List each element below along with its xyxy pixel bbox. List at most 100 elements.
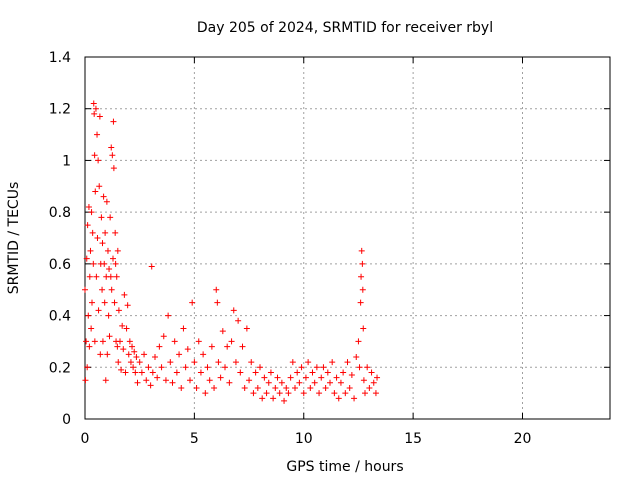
data-point	[95, 307, 102, 314]
data-point	[340, 369, 347, 376]
data-point	[331, 390, 338, 397]
data-point	[160, 333, 167, 340]
data-point	[91, 338, 98, 345]
data-point	[278, 379, 285, 386]
data-point	[324, 369, 331, 376]
data-point	[173, 369, 180, 376]
data-point	[257, 364, 263, 371]
data-point	[109, 152, 116, 159]
grid	[85, 57, 610, 419]
data-point	[232, 359, 239, 366]
data-point	[208, 343, 215, 350]
data-point	[272, 384, 279, 391]
data-point	[110, 255, 116, 262]
data-point	[197, 369, 204, 376]
data-point	[176, 351, 183, 358]
data-point	[110, 118, 117, 125]
data-point	[156, 343, 163, 350]
data-point	[123, 325, 130, 332]
y-tick-label: 0.4	[49, 309, 71, 325]
data-point	[96, 113, 103, 120]
data-point	[359, 286, 366, 293]
data-point	[246, 377, 253, 384]
data-point	[202, 390, 209, 397]
data-point	[119, 322, 126, 329]
data-point	[333, 374, 340, 381]
data-point	[364, 364, 371, 371]
data-point	[143, 377, 150, 384]
data-point	[372, 390, 379, 397]
data-point	[342, 390, 349, 397]
data-point	[95, 157, 102, 164]
data-point	[327, 379, 333, 386]
x-tick-label: 20	[514, 431, 532, 447]
data-point	[162, 377, 169, 384]
data-point	[270, 395, 277, 402]
data-point	[292, 384, 298, 391]
data-point	[154, 374, 161, 381]
data-point	[108, 144, 115, 151]
data-point	[348, 372, 355, 379]
data-point	[307, 384, 314, 391]
data-point	[129, 343, 136, 350]
data-point	[228, 338, 235, 345]
data-point	[86, 273, 93, 280]
data-point	[235, 317, 242, 324]
data-point	[136, 359, 143, 366]
data-point	[252, 369, 259, 376]
data-point	[285, 390, 292, 397]
data-point	[193, 384, 200, 391]
data-point	[87, 247, 94, 254]
data-point	[138, 369, 145, 376]
data-point	[88, 325, 95, 332]
data-point	[180, 325, 187, 332]
data-point	[359, 260, 366, 267]
data-point	[94, 235, 101, 241]
data-point	[114, 247, 121, 254]
data-point	[239, 343, 246, 350]
data-point	[261, 374, 268, 381]
data-point	[360, 377, 367, 384]
data-point	[99, 338, 106, 345]
data-point	[115, 359, 122, 366]
data-point	[103, 198, 110, 205]
data-point	[230, 307, 237, 314]
data-point	[189, 299, 196, 306]
data-point	[84, 364, 91, 371]
data-point	[171, 338, 178, 345]
data-point	[100, 193, 107, 200]
data-point	[366, 384, 373, 391]
data-point	[302, 374, 309, 381]
data-point	[85, 312, 92, 319]
y-tick-label: 0.8	[49, 205, 71, 221]
data-point	[355, 338, 362, 345]
data-point	[111, 299, 118, 306]
data-point	[133, 353, 140, 360]
data-point	[204, 364, 211, 371]
data-point	[84, 222, 91, 229]
data-point	[226, 379, 233, 386]
data-point	[96, 183, 103, 190]
y-tick-label: 1	[62, 153, 71, 169]
data-point	[148, 263, 155, 270]
data-point	[91, 110, 98, 117]
data-point	[131, 348, 138, 355]
data-point	[360, 325, 367, 332]
data-point	[120, 346, 127, 353]
data-point	[344, 359, 351, 366]
data-point	[121, 291, 128, 298]
data-point	[374, 374, 381, 381]
data-point	[98, 214, 105, 221]
data-point	[101, 260, 108, 267]
data-point	[132, 369, 139, 376]
y-tick-label: 1.4	[49, 50, 71, 66]
data-point	[101, 299, 108, 306]
data-point	[322, 384, 329, 391]
data-point	[130, 364, 137, 371]
data-point	[337, 379, 344, 386]
data-point	[300, 390, 307, 397]
data-point	[82, 286, 88, 293]
data-point	[214, 299, 221, 306]
data-point	[211, 384, 218, 391]
